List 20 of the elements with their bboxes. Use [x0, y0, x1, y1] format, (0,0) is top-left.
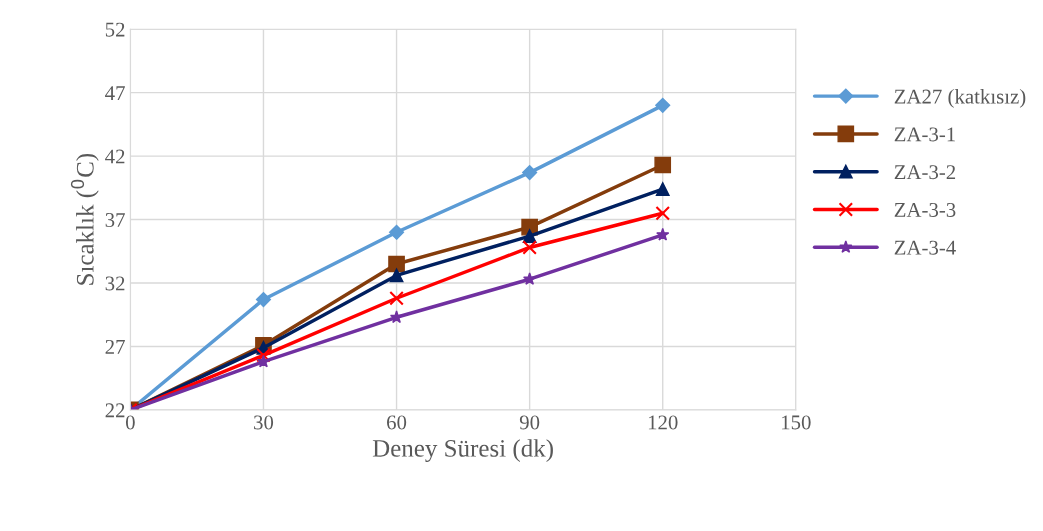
- y-tick-label: 22: [105, 403, 125, 418]
- legend-label: ZA-3-3: [894, 202, 956, 217]
- x-tick-label: 0: [125, 415, 135, 430]
- y-tick-label: 32: [105, 276, 125, 291]
- x-tick-label: 90: [519, 415, 540, 430]
- x-axis-title: Deney Süresi (dk): [372, 439, 553, 462]
- y-axis-title: Sıcaklık ($^{0}$C): [70, 153, 99, 285]
- x-tick-label: 60: [387, 415, 407, 430]
- y-tick-label: 52: [105, 22, 125, 37]
- legend-label: ZA-3-1: [894, 127, 955, 142]
- y-tick-label: 27: [105, 339, 125, 354]
- x-tick-label: 120: [648, 415, 678, 430]
- y-tick-label: 47: [105, 86, 125, 100]
- legend-label: ZA-3-4: [894, 240, 956, 255]
- legend-label: ZA27 (katkısız): [894, 88, 1026, 108]
- x-tick-label: 30: [254, 415, 274, 430]
- y-tick-label: 42: [105, 149, 125, 164]
- y-tick-label: 37: [105, 213, 125, 227]
- x-tick-label: 150: [782, 415, 811, 430]
- legend-label: ZA-3-2: [894, 165, 956, 180]
